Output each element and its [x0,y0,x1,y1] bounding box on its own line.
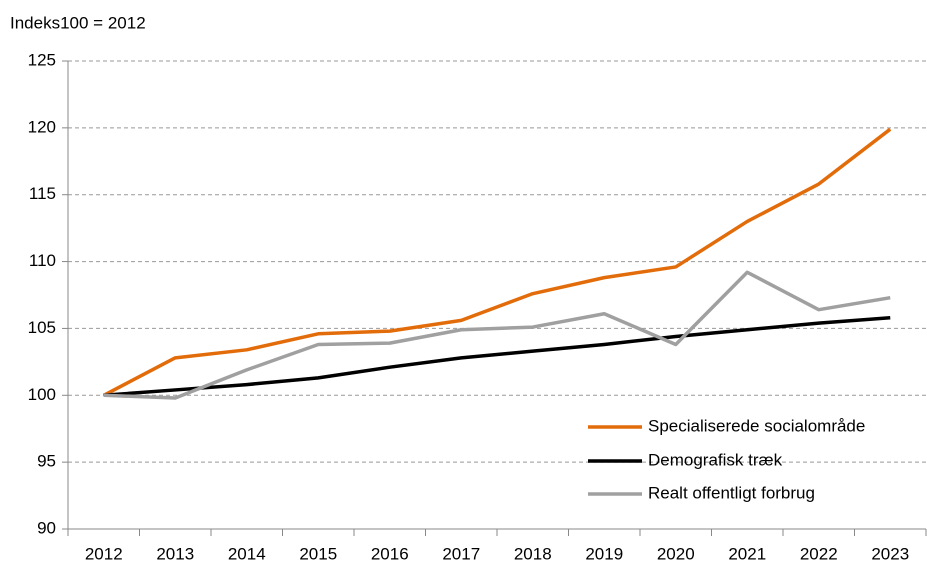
y-tick-label: 90 [37,518,56,537]
x-tick-label: 2014 [228,544,266,563]
y-tick-label: 95 [37,452,56,471]
y-tick-label: 125 [28,50,56,69]
x-tick-label: 2017 [442,544,480,563]
x-tick-label: 2013 [156,544,194,563]
x-tick-label: 2022 [800,544,838,563]
series-line [103,315,891,398]
y-tick-label: 120 [28,117,56,136]
y-tick-label: 105 [28,318,56,337]
x-tick-label: 2018 [514,544,552,563]
x-tick-label: 2021 [728,544,766,563]
series-line [102,127,892,397]
y-tick-label: 100 [28,385,56,404]
x-tick-label: 2016 [371,544,409,563]
x-tick-label: 2023 [871,544,909,563]
y-axis-label: Indeks100 = 2012 [10,13,146,32]
series-line [103,270,891,400]
legend-label: Demografisk træk [648,450,783,469]
x-tick-label: 2019 [585,544,623,563]
x-tick-label: 2012 [85,544,123,563]
x-tick-label: 2015 [299,544,337,563]
x-tick-label: 2020 [657,544,695,563]
y-tick-label: 115 [29,184,56,203]
y-tick-label: 110 [29,251,56,270]
legend-label: Realt offentligt forbrug [648,483,815,502]
legend-label: Specialiserede socialområde [648,416,865,435]
